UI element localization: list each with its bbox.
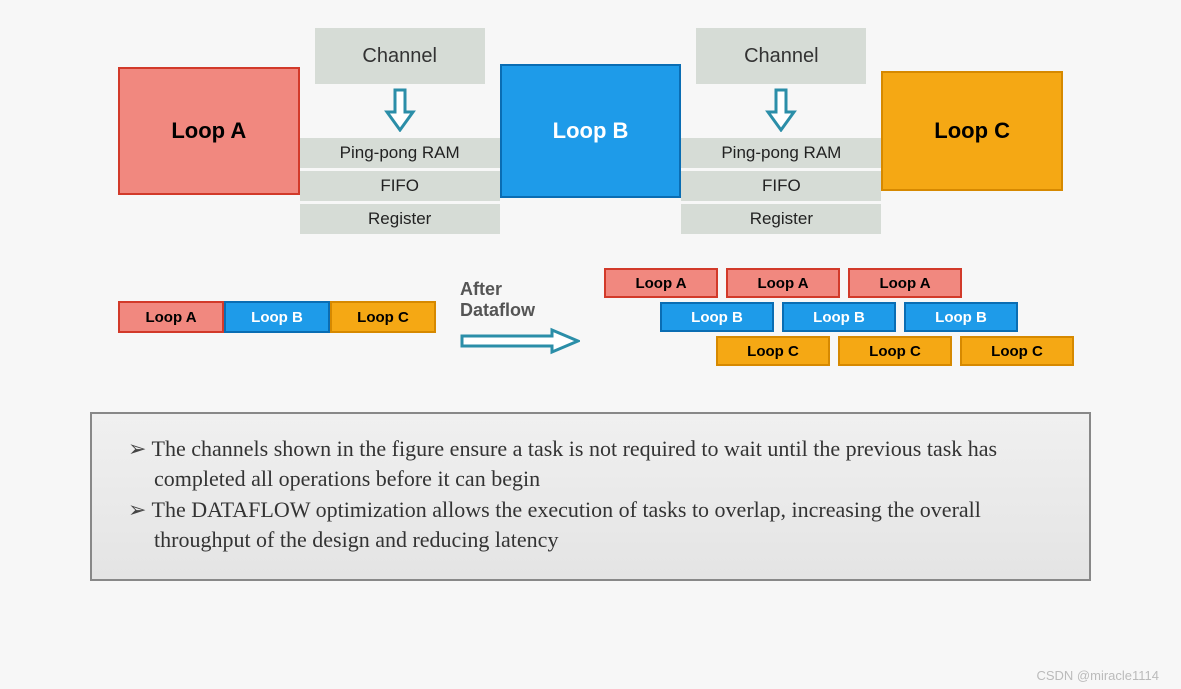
option-register: Register <box>300 204 500 234</box>
option-pingpong: Ping-pong RAM <box>300 138 500 168</box>
pipeline-cell: Loop A <box>848 268 962 298</box>
pipeline-cell: Loop C <box>716 336 830 366</box>
option-fifo: FIFO <box>681 171 881 201</box>
arrow-down-icon <box>764 88 798 132</box>
pipeline-cell: Loop B <box>904 302 1018 332</box>
note-line-1: The channels shown in the figure ensure … <box>128 434 1061 493</box>
channel-2-column: Channel Ping-pong RAM FIFO Register <box>681 28 881 234</box>
channel-1-options: Ping-pong RAM FIFO Register <box>300 138 500 234</box>
seq-loop-a: Loop A <box>118 301 224 333</box>
channel-2-box: Channel <box>696 28 866 84</box>
pipeline-cell: Loop A <box>726 268 840 298</box>
pipeline-cell: Loop B <box>782 302 896 332</box>
pipeline-cell: Loop C <box>838 336 952 366</box>
after-dataflow-label: After Dataflow <box>460 279 580 321</box>
pipelined-execution: Loop ALoop ALoop ALoop BLoop BLoop BLoop… <box>604 268 1074 366</box>
pipeline-row-loop-c: Loop C Loop C Loop C <box>716 336 1074 366</box>
top-dataflow-row: Loop A Channel Ping-pong RAM FIFO Regist… <box>0 28 1181 234</box>
pipeline-cell: Loop C <box>960 336 1074 366</box>
channel-1-box: Channel <box>315 28 485 84</box>
notes-panel: The channels shown in the figure ensure … <box>90 412 1091 581</box>
seq-loop-c: Loop C <box>330 301 436 333</box>
pipeline-cell: Loop B <box>660 302 774 332</box>
note-line-2: The DATAFLOW optimization allows the exe… <box>128 495 1061 554</box>
sequential-execution: Loop ALoop BLoop C <box>118 301 436 333</box>
arrow-right-icon <box>460 327 580 355</box>
channel-2-options: Ping-pong RAM FIFO Register <box>681 138 881 234</box>
before-after-row: Loop ALoop BLoop C After Dataflow Loop A… <box>0 234 1181 366</box>
loop-c-box: Loop C <box>881 71 1063 191</box>
channel-1-column: Channel Ping-pong RAM FIFO Register <box>300 28 500 234</box>
loop-b-box: Loop B <box>500 64 682 198</box>
pipeline-row-loop-b: Loop B Loop B Loop B <box>660 302 1074 332</box>
after-dataflow-arrow: After Dataflow <box>460 279 580 355</box>
option-fifo: FIFO <box>300 171 500 201</box>
pipeline-row-loop-a: Loop A Loop A Loop A <box>604 268 1074 298</box>
pipeline-cell: Loop A <box>604 268 718 298</box>
loop-a-box: Loop A <box>118 67 300 195</box>
watermark-text: CSDN @miracle1114 <box>1036 668 1159 683</box>
arrow-down-icon <box>383 88 417 132</box>
option-register: Register <box>681 204 881 234</box>
option-pingpong: Ping-pong RAM <box>681 138 881 168</box>
seq-loop-b: Loop B <box>224 301 330 333</box>
